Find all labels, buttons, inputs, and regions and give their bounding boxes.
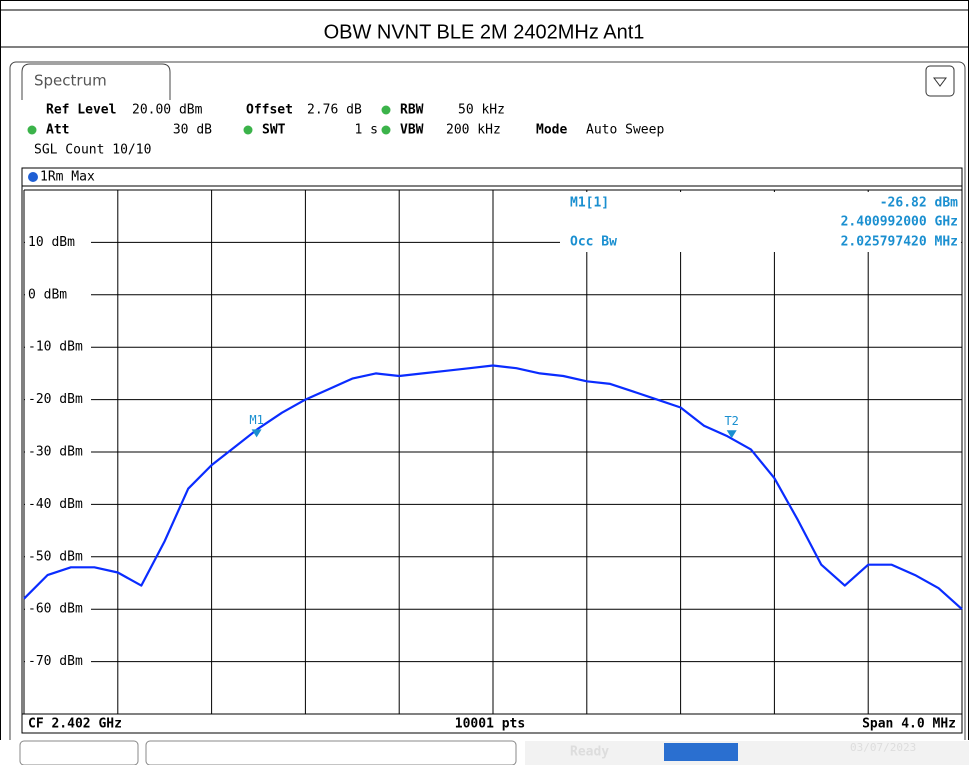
- trace-dot: [28, 172, 38, 182]
- tab[interactable]: [21, 63, 171, 100]
- tick-label-bg: [25, 444, 91, 460]
- tick-label-bg: [25, 496, 91, 513]
- y-tick-label: -10 dBm: [28, 340, 83, 355]
- status-dot: [381, 105, 391, 115]
- marker-label: M1: [249, 413, 263, 427]
- trace-bar: [21, 167, 963, 187]
- readout: M1[1]: [570, 196, 609, 211]
- tick-label-bg: [25, 339, 91, 356]
- setting-name: Offset: [246, 103, 293, 118]
- setting-name: RBW: [400, 103, 424, 118]
- progress-bar: [664, 743, 738, 761]
- readout: Occ Bw: [570, 235, 617, 250]
- y-tick-label: -50 dBm: [28, 549, 83, 564]
- setting-value: 1 s: [355, 123, 378, 138]
- status-field: [19, 740, 139, 765]
- span: Span 4.0 MHz: [862, 717, 956, 732]
- y-tick-label: 0 dBm: [28, 287, 67, 302]
- status-state: Ready: [570, 745, 609, 760]
- y-tick-label: -70 dBm: [28, 654, 83, 669]
- trace-label: 1Rm Max: [40, 170, 95, 185]
- y-tick-label: -40 dBm: [28, 497, 83, 512]
- menu-button[interactable]: [925, 65, 955, 97]
- setting-name: Ref Level: [46, 103, 116, 118]
- center-freq: CF 2.402 GHz: [28, 717, 122, 732]
- menu-icon[interactable]: [933, 77, 947, 87]
- trace: [23, 364, 963, 611]
- marker: [251, 429, 262, 438]
- setting-value: 2.76 dB: [307, 103, 362, 118]
- tick-label-bg: [25, 653, 91, 670]
- setting-value: 20.00 dBm: [132, 103, 203, 118]
- tab-label[interactable]: Spectrum: [34, 72, 107, 90]
- marker-label: T2: [724, 414, 738, 428]
- points: 10001 pts: [455, 717, 525, 732]
- status-dot: [381, 125, 391, 135]
- tick-label-bg: [25, 234, 91, 251]
- tick-label-bg: [25, 391, 91, 408]
- setting-value: 30 dB: [173, 123, 212, 138]
- tick-label-bg: [25, 601, 91, 618]
- tick-label-bg: [25, 548, 91, 565]
- y-tick-label: 10 dBm: [28, 235, 75, 250]
- status-date: 03/07/2023: [850, 741, 916, 754]
- readout: 2.025797420 MHz: [841, 235, 958, 250]
- readout: 2.400992000 GHz: [841, 215, 958, 230]
- setting-value: 200 kHz: [446, 123, 501, 138]
- footer-bar: [21, 713, 963, 734]
- marker: [726, 430, 737, 439]
- status-area: [525, 741, 969, 765]
- setting-name: Mode: [536, 123, 567, 138]
- y-tick-label: -60 dBm: [28, 602, 83, 617]
- setting-name: Att: [46, 123, 69, 138]
- setting-name: VBW: [400, 123, 424, 138]
- readout-bg: [560, 192, 961, 252]
- title: OBW NVNT BLE 2M 2402MHz Ant1: [324, 21, 645, 43]
- plot-area: [21, 185, 963, 715]
- setting-value: 50 kHz: [458, 103, 505, 118]
- y-tick-label: -30 dBm: [28, 445, 83, 460]
- tick-label-bg: [25, 286, 91, 303]
- sgl-count: SGL Count 10/10: [34, 143, 151, 158]
- status-field: [145, 740, 517, 765]
- readout: -26.82 dBm: [880, 196, 958, 211]
- status-dot: [243, 125, 253, 135]
- setting-name: SWT: [262, 123, 286, 138]
- setting-value: Auto Sweep: [586, 123, 664, 138]
- status-dot: [27, 125, 37, 135]
- y-tick-label: -20 dBm: [28, 392, 83, 407]
